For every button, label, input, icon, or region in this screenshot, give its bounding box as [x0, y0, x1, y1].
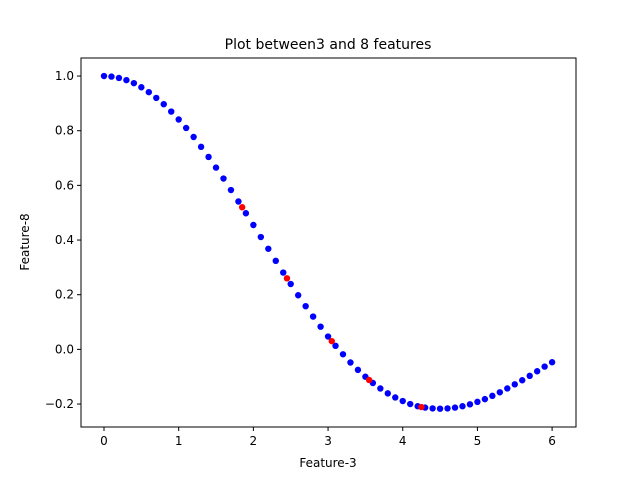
- point: [160, 100, 167, 108]
- y-tick-label: 0.0: [55, 342, 74, 356]
- point: [100, 72, 108, 80]
- point: [108, 73, 115, 80]
- point: [309, 313, 317, 320]
- point: [145, 88, 153, 96]
- point: [250, 221, 257, 229]
- point: [130, 79, 138, 87]
- y-tick-label: 0.4: [55, 233, 74, 247]
- point: [272, 257, 279, 265]
- point: [190, 133, 197, 141]
- point: [265, 245, 272, 252]
- x-axis-label: Feature-3: [299, 456, 356, 470]
- chart-title: Plot between3 and 8 features: [225, 37, 432, 53]
- point: [235, 198, 242, 205]
- point: [123, 76, 130, 84]
- point: [481, 395, 489, 403]
- point: [526, 372, 533, 380]
- point: [474, 398, 481, 406]
- point: [138, 84, 145, 91]
- point: [324, 333, 332, 340]
- point: [504, 385, 511, 392]
- point: [511, 381, 518, 388]
- point: [377, 385, 384, 392]
- point: [175, 116, 182, 123]
- point: [287, 280, 294, 288]
- point: [533, 368, 541, 375]
- x-tick-label: 1: [175, 434, 183, 448]
- point: [384, 390, 391, 397]
- point: [347, 359, 354, 366]
- point: [459, 403, 466, 410]
- point: [280, 269, 287, 276]
- point: [339, 351, 347, 358]
- point: [153, 94, 160, 102]
- point: [238, 204, 246, 211]
- point: [392, 394, 399, 401]
- point: [283, 275, 291, 282]
- point: [212, 164, 220, 171]
- x-tick-label: 3: [324, 434, 332, 448]
- point: [328, 337, 335, 345]
- point: [444, 405, 451, 412]
- x-tick-label: 5: [474, 434, 482, 448]
- point: [205, 153, 212, 161]
- x-tick-label: 4: [399, 434, 407, 448]
- point: [451, 404, 459, 411]
- point: [294, 292, 302, 299]
- point: [332, 342, 339, 350]
- point: [242, 210, 250, 217]
- point: [365, 376, 373, 384]
- point: [519, 377, 526, 384]
- point: [220, 175, 227, 182]
- point: [257, 233, 265, 241]
- y-tick-label: 1.0: [55, 69, 74, 83]
- point: [541, 363, 548, 370]
- x-tick-label: 0: [100, 434, 108, 448]
- point: [354, 366, 362, 374]
- point: [407, 400, 414, 408]
- point: [548, 359, 556, 366]
- y-tick-label: 0.2: [55, 288, 74, 302]
- point: [436, 405, 444, 412]
- point: [182, 124, 190, 132]
- point: [168, 108, 175, 115]
- point: [489, 392, 496, 400]
- y-tick-label: −0.2: [45, 397, 74, 411]
- point: [399, 397, 406, 405]
- point: [418, 403, 425, 411]
- x-tick-label: 6: [548, 434, 556, 448]
- x-tick-label: 2: [250, 434, 258, 448]
- y-axis-label: Feature-8: [18, 213, 32, 270]
- point: [227, 186, 235, 194]
- point: [115, 74, 123, 82]
- y-tick-label: 0.8: [55, 124, 74, 138]
- point: [429, 405, 436, 412]
- y-tick-label: 0.6: [55, 178, 74, 192]
- point: [317, 323, 324, 330]
- point: [466, 401, 474, 408]
- point: [197, 143, 205, 151]
- point: [302, 302, 309, 310]
- point: [496, 389, 504, 396]
